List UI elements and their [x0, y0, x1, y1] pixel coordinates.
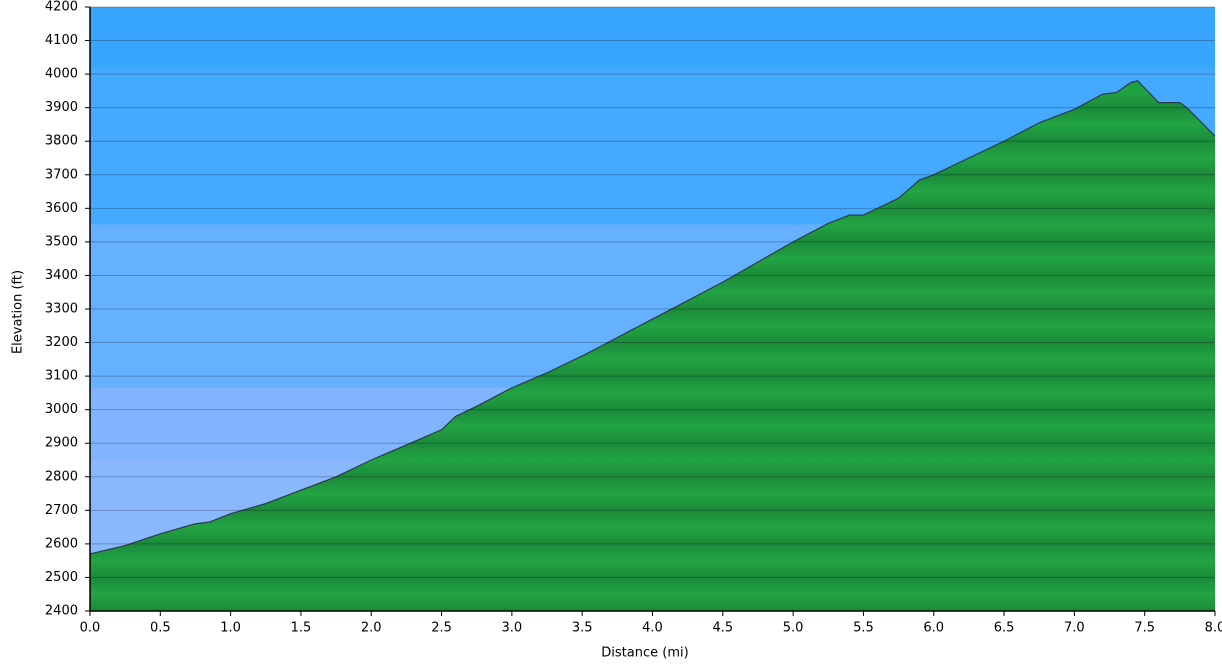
x-tick-label: 2.0: [361, 621, 382, 636]
y-tick-label: 4200: [45, 0, 78, 15]
y-tick-label: 3500: [45, 234, 78, 249]
x-tick-label: 3.5: [572, 621, 593, 636]
x-tick-label: 5.0: [783, 621, 804, 636]
y-tick-label: 2400: [45, 604, 78, 619]
y-axis-label: Elevation (ft): [11, 270, 26, 354]
x-tick-label: 4.0: [642, 621, 663, 636]
y-tick-label: 3300: [45, 302, 78, 317]
x-tick-label: 6.5: [994, 621, 1015, 636]
x-tick-label: 3.0: [502, 621, 523, 636]
x-tick-label: 0.5: [150, 621, 171, 636]
y-tick-label: 3100: [45, 369, 78, 384]
x-tick-label: 4.5: [712, 621, 733, 636]
x-axis-label: Distance (mi): [601, 646, 688, 661]
y-tick-label: 2700: [45, 503, 78, 518]
x-tick-label: 0.0: [80, 621, 101, 636]
y-tick-label: 3000: [45, 402, 78, 417]
area-line: [89, 80, 1216, 555]
y-tick-label: 2600: [45, 536, 78, 551]
x-tick-label: 7.5: [1134, 621, 1155, 636]
y-tick-label: 2800: [45, 469, 78, 484]
y-tick-label: 4000: [45, 67, 78, 82]
x-tick-label: 5.5: [853, 621, 874, 636]
y-tick-label: 2500: [45, 570, 78, 585]
y-tick-label: 3800: [45, 134, 78, 149]
area-fill: [90, 80, 1215, 612]
x-tick-label: 6.0: [923, 621, 944, 636]
y-tick-label: 3200: [45, 335, 78, 350]
y-tick-label: 3700: [45, 167, 78, 182]
y-tick-label: 4100: [45, 33, 78, 48]
x-tick-label: 7.0: [1064, 621, 1085, 636]
x-tick-label: 8.0: [1205, 621, 1222, 636]
x-tick-label: 1.5: [291, 621, 312, 636]
x-tick-label: 1.0: [220, 621, 241, 636]
x-tick-label: 2.5: [431, 621, 452, 636]
y-tick-label: 3400: [45, 268, 78, 283]
y-tick-label: 2900: [45, 436, 78, 451]
y-tick-label: 3900: [45, 100, 78, 115]
y-tick-label: 3600: [45, 201, 78, 216]
